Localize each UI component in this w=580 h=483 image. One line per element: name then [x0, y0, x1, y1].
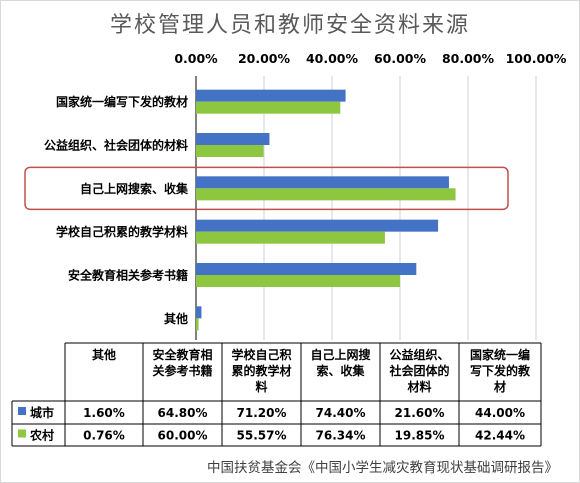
- table-header: 写下发的教: [470, 363, 531, 378]
- bar-city: [196, 133, 270, 145]
- bar-rural: [196, 101, 341, 114]
- x-tick-label: 40.00%: [306, 51, 359, 66]
- x-tick-label: 60.00%: [374, 51, 427, 66]
- table-header: 材: [493, 379, 506, 394]
- legend-swatch: [18, 429, 26, 438]
- table-cell: 76.34%: [316, 429, 366, 443]
- table-cell: 60.00%: [158, 429, 208, 443]
- category-label: 安全教育相关参考书籍: [68, 268, 188, 283]
- x-tick-label: 80.00%: [442, 51, 495, 66]
- table-cell: 74.40%: [316, 406, 366, 420]
- x-tick-label: 100.00%: [506, 51, 567, 66]
- table-header: 关参考书籍: [152, 363, 212, 378]
- table-cell: 1.60%: [83, 406, 125, 420]
- bar-city: [196, 306, 202, 319]
- table-header: 料: [255, 379, 267, 394]
- table-header: 国家统一编: [470, 347, 530, 362]
- bar-rural: [196, 145, 264, 157]
- table-cell: 19.85%: [395, 429, 445, 443]
- category-label: 其他: [164, 311, 188, 326]
- x-tick-label: 20.00%: [238, 51, 291, 66]
- highlight-box: [24, 166, 509, 211]
- category-label: 自己上网搜索、收集: [80, 181, 189, 196]
- category-label: 公益组织、社会团体的材料: [44, 138, 188, 153]
- table-header: 索、收集: [316, 363, 365, 378]
- bar-rural: [196, 275, 400, 287]
- x-tick-label: 0.00%: [174, 51, 218, 66]
- table-cell: 21.60%: [395, 406, 445, 420]
- table-header: 材料: [406, 379, 431, 394]
- table-header: 其他: [92, 347, 116, 362]
- bar-city: [196, 219, 439, 232]
- category-label: 国家统一编写下发的教材: [56, 94, 188, 109]
- table-cell: 42.44%: [475, 429, 525, 443]
- gridlines: [195, 76, 537, 340]
- table-cell: 55.57%: [237, 429, 287, 443]
- table-header: 社会团体的: [388, 363, 449, 378]
- legend-label: 农村: [29, 428, 54, 443]
- legend-label: 城市: [30, 405, 54, 420]
- category-label: 学校自己积累的教学材料: [56, 224, 188, 239]
- table-cell: 44.00%: [475, 406, 525, 420]
- table-cell: 0.76%: [83, 429, 125, 443]
- bar-rural: [196, 188, 456, 201]
- table-header: 学校自己积: [231, 347, 291, 362]
- x-axis-ticks: 0.00% 20.00% 40.00% 60.00% 80.00% 100.00%: [174, 51, 567, 66]
- source-note: 中国扶贫基金会《中国小学生减灾教育现状基础调研报告》: [207, 459, 558, 476]
- table-cell: 64.80%: [158, 406, 208, 420]
- category-labels: 国家统一编写下发的教材公益组织、社会团体的材料自己上网搜索、收集学校自己积累的教…: [24, 94, 509, 326]
- data-table: 其他 安全教育相关参考书籍 学校自己积累的教学材料 自己上网搜索、收集 公益组织、社会团…: [11, 342, 542, 447]
- table-header: 安全教育相: [152, 347, 212, 362]
- bars: [196, 89, 456, 331]
- table-header: 自己上网搜: [310, 347, 371, 362]
- table-cell: 71.20%: [237, 406, 287, 420]
- table-header: 累的教学材: [231, 363, 291, 378]
- bar-rural: [196, 231, 385, 244]
- bar-city: [196, 263, 417, 275]
- bar-city: [196, 89, 346, 102]
- legend-swatch: [18, 407, 26, 415]
- bar-rural: [196, 318, 199, 331]
- bar-city: [196, 176, 449, 189]
- chart-title: 学校管理人员和教师安全资料来源: [110, 13, 470, 38]
- table-header: 公益组织、: [389, 347, 449, 362]
